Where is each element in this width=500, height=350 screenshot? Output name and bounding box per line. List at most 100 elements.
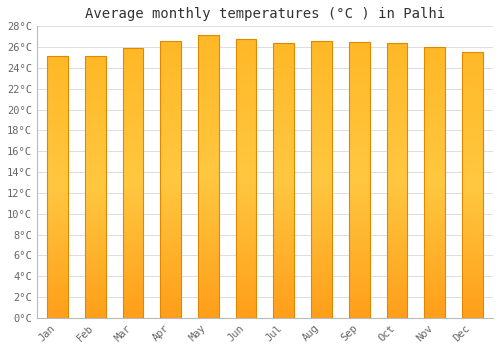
Bar [122, 145, 144, 147]
Bar [424, 182, 445, 184]
Bar [274, 229, 294, 230]
Bar [47, 196, 68, 198]
Bar [85, 140, 105, 141]
Bar [198, 131, 218, 132]
Bar [122, 257, 144, 259]
Bar [47, 296, 68, 297]
Bar [462, 281, 482, 282]
Bar [160, 238, 181, 239]
Bar [198, 284, 218, 285]
Bar [160, 253, 181, 254]
Bar [462, 91, 482, 92]
Bar [386, 301, 407, 303]
Bar [424, 254, 445, 256]
Bar [349, 130, 370, 132]
Bar [236, 305, 256, 307]
Bar [236, 153, 256, 155]
Bar [386, 230, 407, 231]
Bar [236, 64, 256, 65]
Bar [424, 135, 445, 136]
Bar [236, 50, 256, 51]
Bar [424, 131, 445, 132]
Bar [386, 128, 407, 130]
Bar [122, 300, 144, 302]
Bar [311, 274, 332, 275]
Bar [311, 231, 332, 232]
Bar [311, 264, 332, 265]
Bar [85, 56, 105, 318]
Bar [424, 283, 445, 284]
Bar [349, 271, 370, 272]
Bar [198, 148, 218, 149]
Bar [198, 80, 218, 81]
Bar [122, 195, 144, 196]
Bar [236, 184, 256, 185]
Bar [47, 281, 68, 282]
Bar [198, 172, 218, 173]
Bar [311, 82, 332, 84]
Bar [349, 108, 370, 110]
Bar [85, 152, 105, 153]
Bar [311, 127, 332, 128]
Bar [274, 312, 294, 314]
Bar [424, 193, 445, 195]
Bar [462, 298, 482, 299]
Bar [349, 234, 370, 235]
Bar [424, 126, 445, 127]
Bar [160, 96, 181, 98]
Bar [160, 93, 181, 95]
Bar [85, 303, 105, 305]
Bar [274, 50, 294, 51]
Bar [236, 291, 256, 293]
Bar [311, 267, 332, 268]
Bar [386, 119, 407, 120]
Bar [424, 288, 445, 289]
Bar [236, 176, 256, 177]
Bar [386, 64, 407, 65]
Bar [198, 163, 218, 165]
Bar [122, 304, 144, 306]
Bar [274, 264, 294, 266]
Bar [198, 200, 218, 202]
Bar [85, 268, 105, 270]
Bar [349, 290, 370, 292]
Bar [349, 137, 370, 139]
Bar [47, 56, 68, 58]
Bar [85, 162, 105, 164]
Bar [198, 215, 218, 216]
Bar [386, 68, 407, 69]
Bar [424, 139, 445, 140]
Bar [424, 307, 445, 308]
Bar [349, 190, 370, 191]
Bar [349, 152, 370, 154]
Bar [311, 147, 332, 149]
Bar [311, 159, 332, 160]
Bar [198, 234, 218, 236]
Bar [311, 156, 332, 157]
Bar [85, 67, 105, 68]
Bar [386, 282, 407, 284]
Bar [47, 204, 68, 205]
Bar [424, 215, 445, 216]
Bar [386, 226, 407, 227]
Bar [122, 141, 144, 142]
Bar [424, 74, 445, 76]
Bar [85, 70, 105, 71]
Bar [160, 124, 181, 125]
Bar [311, 128, 332, 130]
Bar [160, 297, 181, 299]
Bar [462, 266, 482, 267]
Bar [349, 281, 370, 282]
Bar [424, 85, 445, 86]
Bar [349, 259, 370, 260]
Bar [349, 224, 370, 225]
Bar [198, 315, 218, 316]
Bar [424, 168, 445, 169]
Bar [236, 265, 256, 266]
Bar [236, 44, 256, 46]
Bar [85, 313, 105, 314]
Bar [122, 87, 144, 89]
Bar [311, 243, 332, 244]
Bar [311, 200, 332, 202]
Bar [462, 153, 482, 155]
